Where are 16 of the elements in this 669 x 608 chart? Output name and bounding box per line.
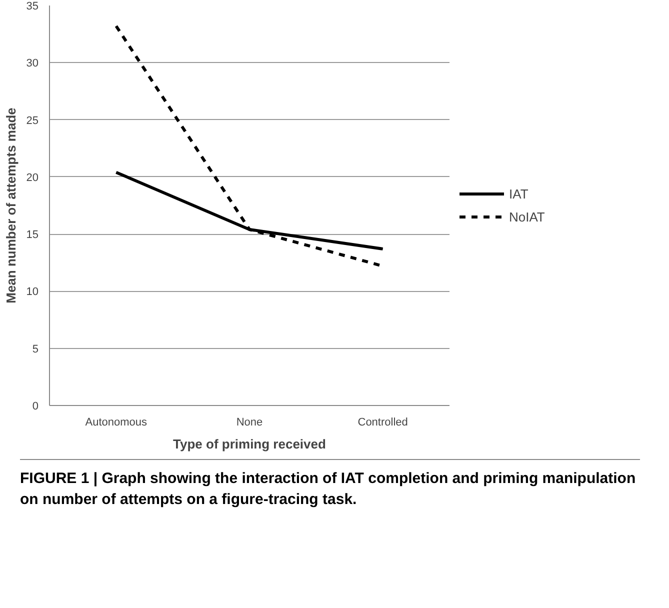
- y-tick-label: 15: [26, 229, 39, 242]
- y-tick-label: 0: [32, 400, 39, 412]
- y-tick-label: 20: [26, 172, 39, 184]
- x-tick-label: Autonomous: [85, 416, 148, 428]
- y-tick-label: 35: [26, 0, 39, 12]
- x-axis-title: Type of priming received: [173, 436, 326, 452]
- y-tick-label: 30: [26, 58, 39, 70]
- y-tick-label: 25: [26, 114, 39, 127]
- y-tick-label: 5: [32, 343, 39, 356]
- legend-label: NoIAT: [509, 209, 545, 224]
- legend-label: IAT: [509, 186, 529, 201]
- x-tick-label: None: [236, 416, 263, 428]
- y-tick-label: 10: [26, 286, 39, 298]
- y-axis-title: Mean number of attempts made: [3, 108, 18, 304]
- x-tick-label: Controlled: [358, 416, 408, 428]
- caption: FIGURE 1 | Graph showing the interaction of IAT completion and priming manipulation on number of attempts on a figure-tracing task.: [20, 469, 637, 510]
